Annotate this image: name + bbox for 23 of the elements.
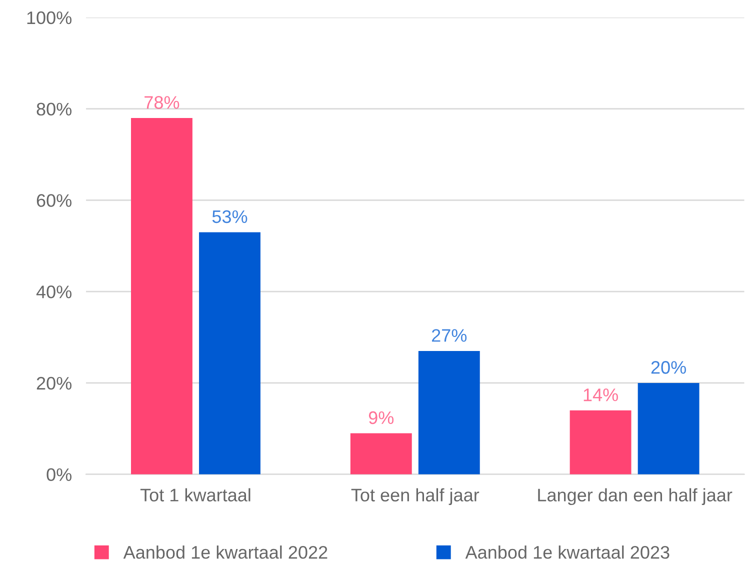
y-tick-label: 100% bbox=[27, 11, 72, 24]
legend-label: Aanbod 1e kwartaal 2023 bbox=[465, 546, 670, 559]
data-label: 9% bbox=[368, 411, 394, 424]
bar bbox=[199, 232, 260, 474]
bar bbox=[570, 410, 632, 474]
x-tick-label: Tot een half jaar bbox=[351, 488, 480, 506]
bar bbox=[350, 433, 412, 474]
data-label: 78% bbox=[144, 96, 180, 109]
y-tick-label: 80% bbox=[36, 102, 72, 116]
x-tick-label: Langer dan een half jaar bbox=[538, 488, 732, 506]
data-label: 20% bbox=[651, 361, 686, 374]
bar bbox=[418, 350, 480, 474]
data-label: 53% bbox=[212, 210, 248, 224]
legend-label: Aanbod 1e kwartaal 2022 bbox=[123, 546, 328, 559]
y-tick-label: 0% bbox=[46, 468, 72, 482]
bar bbox=[131, 118, 192, 474]
data-label: 14% bbox=[584, 388, 618, 402]
data-label: 27% bbox=[432, 329, 467, 342]
y-tick-label: 40% bbox=[36, 286, 72, 298]
y-tick-label: 60% bbox=[36, 194, 72, 207]
x-tick-label: Tot 1 kwartaal bbox=[140, 488, 250, 502]
bar bbox=[638, 382, 700, 474]
y-tick-label: 20% bbox=[36, 376, 72, 390]
